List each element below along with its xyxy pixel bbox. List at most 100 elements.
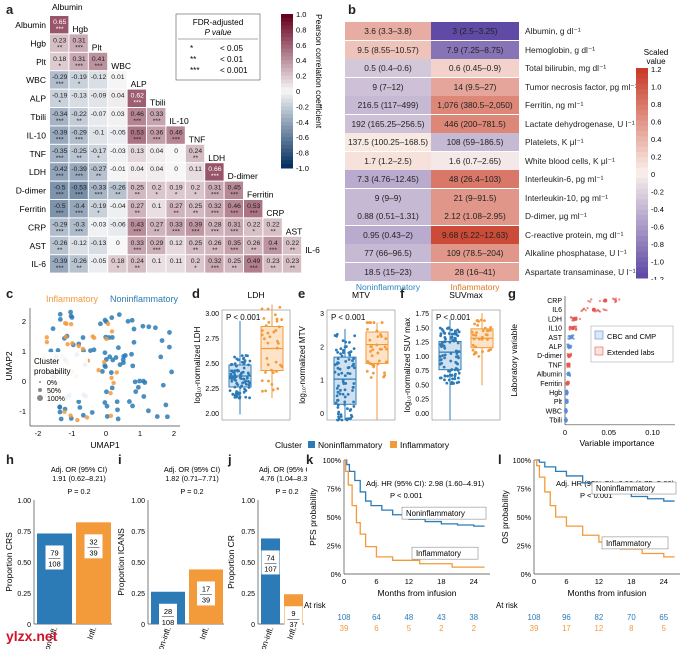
- count-num: 17: [202, 584, 210, 593]
- cell-value: -0.29: [52, 74, 68, 81]
- umap-point-inf: [76, 343, 81, 349]
- lab-row: 9 (9–9) 21 (9–91.5) Interleukin-10, pg ml⁻…: [345, 188, 685, 208]
- cell-value: -0.26: [110, 185, 126, 192]
- plot-title: SUVmax: [449, 290, 483, 300]
- heat-cell: [282, 255, 302, 273]
- umap-point-non: [57, 409, 63, 415]
- colorbar-seg: [281, 79, 293, 84]
- cell-value: -0.3: [73, 221, 85, 228]
- legend-stars: *: [190, 44, 194, 53]
- jitter-point: [486, 338, 489, 341]
- heat-cell: [224, 236, 243, 255]
- lab-row: 0.5 (0.4–0.6) 0.6 (0.45–0.9) Total bilirub…: [345, 59, 685, 78]
- jitter-point: [447, 332, 451, 335]
- cell-value: 0.65: [53, 19, 66, 26]
- y-tick: 1.00: [131, 498, 145, 505]
- legend-dot: [37, 395, 43, 401]
- noninflammatory-value: 7.3 (4.76–12.45): [345, 170, 431, 188]
- jitter-point: [244, 395, 248, 399]
- diag-label: Ferritin: [247, 190, 274, 200]
- legend-title: FDR-adjusted: [193, 18, 244, 27]
- survival-curve: [344, 459, 485, 568]
- heat-cell: [69, 236, 88, 255]
- jitter-point: [230, 362, 234, 366]
- y-tick: 3: [320, 311, 324, 318]
- cell-value: -0.39: [52, 129, 68, 136]
- cell-value: -0.01: [110, 166, 126, 173]
- umap-point-non: [163, 402, 169, 408]
- cell-stars: *: [97, 155, 100, 162]
- lab-row: 0.88 (0.51–1.31) 2.12 (1.08–2.95) D-dimer,…: [345, 207, 685, 226]
- colorbar-seg: [281, 75, 293, 80]
- x-label: Variable importance: [580, 438, 655, 448]
- y-label: PFS probability: [308, 487, 318, 545]
- jitter-point: [347, 358, 351, 361]
- jitter-point: [266, 341, 270, 345]
- scale-tick: 0.6: [651, 118, 661, 127]
- jitter-point: [337, 415, 340, 419]
- cell-stars: ***: [230, 247, 238, 254]
- diag-label: ALP: [131, 79, 147, 89]
- scale-seg: [636, 99, 648, 106]
- scale-seg: [636, 157, 648, 163]
- cell-stars: **: [57, 247, 63, 254]
- colorbar-seg: [281, 64, 293, 69]
- lab-label: Total bilirubin, mg dl⁻¹: [525, 63, 607, 73]
- jitter-point: [264, 324, 268, 327]
- cell-stars: ***: [133, 228, 141, 235]
- heat-cell: [50, 163, 69, 181]
- legend-item: 100%: [47, 396, 65, 403]
- jitter-point: [455, 361, 459, 365]
- x-tick: 1: [138, 429, 142, 438]
- scale-seg: [636, 167, 648, 174]
- jitter-point: [338, 392, 342, 396]
- cell-value: 0.39: [189, 221, 202, 228]
- jitter-point: [247, 363, 250, 367]
- count-den: 37: [289, 620, 297, 629]
- jitter-point: [343, 345, 347, 349]
- umap-point-inf: [102, 360, 107, 365]
- cell-value: -0.07: [91, 111, 107, 118]
- jitter-point: [349, 413, 353, 417]
- jitter-point: [266, 363, 270, 367]
- jitter-point: [471, 343, 475, 347]
- heat-cell: [108, 108, 127, 126]
- jitter-point: [474, 333, 478, 337]
- colorbar-seg: [281, 160, 293, 165]
- heat-cell: [69, 52, 88, 71]
- jitter-point: [371, 348, 375, 351]
- panel-label-k: k: [306, 452, 314, 467]
- colorbar-seg: [281, 60, 293, 65]
- umap-point-inf: [80, 346, 86, 352]
- scale-title: Scaled: [644, 48, 668, 57]
- jitter-point: [440, 328, 444, 331]
- jitter-point: [385, 360, 389, 364]
- cell-stars: ***: [250, 265, 258, 272]
- jitter-point: [371, 371, 375, 375]
- cell-value: 0.22: [286, 240, 299, 247]
- jitter-point: [336, 351, 340, 354]
- cell-stars: *: [194, 192, 197, 199]
- cell-stars: ***: [56, 118, 64, 125]
- cell-value: 0.66: [208, 166, 221, 173]
- jitter-point: [473, 322, 476, 326]
- lab-row: 77 (66–96.5) 109 (78.5–204) Alkaline phosp…: [345, 244, 685, 263]
- cell-value: -0.5: [54, 185, 66, 192]
- heat-cell: [147, 163, 166, 181]
- risk-non: 108: [527, 613, 540, 622]
- y-tick: 0.75: [241, 529, 255, 536]
- jitter-point: [454, 367, 458, 370]
- diag-label: D-dimer: [228, 171, 258, 181]
- cell-value: 0.33: [150, 111, 163, 118]
- importance-mean: [566, 362, 571, 367]
- risk-non: 43: [437, 613, 446, 622]
- jitter-point: [244, 354, 248, 357]
- risk-non: 82: [595, 613, 604, 622]
- scale-tick: -0.6: [651, 223, 664, 232]
- row-label: ALP: [30, 94, 46, 104]
- cell-stars: ***: [75, 136, 83, 143]
- jitter-point: [447, 326, 451, 330]
- jitter-point: [262, 317, 266, 320]
- cell-value: -0.03: [91, 221, 107, 228]
- colorbar-tick: 0.8: [296, 25, 306, 34]
